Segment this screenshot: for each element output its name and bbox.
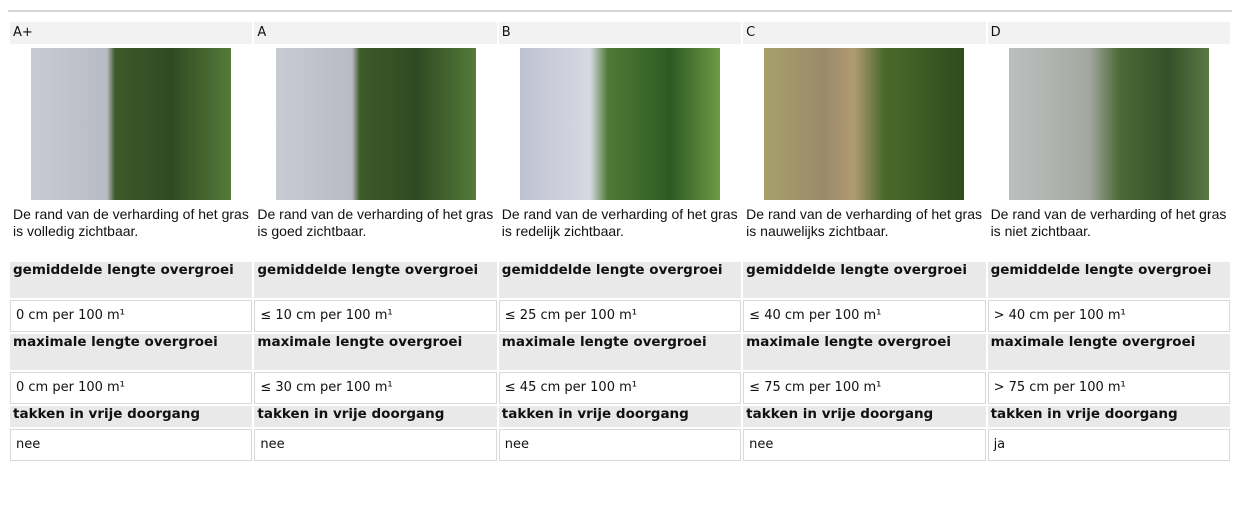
criterion-value: nee <box>10 429 252 461</box>
criterion-value: nee <box>743 429 985 461</box>
criterion-label: takken in vrije doorgang <box>499 406 741 427</box>
photo <box>520 48 720 200</box>
criterion-value: > 40 cm per 100 m¹ <box>988 300 1230 332</box>
table-row: 0 cm per 100 m¹≤ 10 cm per 100 m¹≤ 25 cm… <box>10 300 1230 332</box>
photo-cell <box>10 46 252 204</box>
criterion-value: nee <box>499 429 741 461</box>
criterion-value: > 75 cm per 100 m¹ <box>988 372 1230 404</box>
criterion-label: gemiddelde lengte overgroei <box>499 262 741 298</box>
criterion-value: ≤ 75 cm per 100 m¹ <box>743 372 985 404</box>
criterion-label: maximale lengte overgroei <box>988 334 1230 370</box>
criterion-value: ≤ 40 cm per 100 m¹ <box>743 300 985 332</box>
criterion-label: takken in vrije doorgang <box>743 406 985 427</box>
photo <box>31 48 231 200</box>
criterion-label: takken in vrije doorgang <box>254 406 496 427</box>
description: De rand van de verharding of het gras is… <box>254 206 496 260</box>
grade-header: B <box>499 22 741 44</box>
criterion-label: takken in vrije doorgang <box>988 406 1230 427</box>
criterion-label: maximale lengte overgroei <box>499 334 741 370</box>
grade-header: C <box>743 22 985 44</box>
description: De rand van de verharding of het gras is… <box>10 206 252 260</box>
photo-cell <box>254 46 496 204</box>
criterion-value: ≤ 45 cm per 100 m¹ <box>499 372 741 404</box>
criterion-label: maximale lengte overgroei <box>743 334 985 370</box>
criterion-label: maximale lengte overgroei <box>10 334 252 370</box>
grade-header: D <box>988 22 1230 44</box>
table-row <box>10 46 1230 204</box>
photo-cell <box>499 46 741 204</box>
criterion-value: 0 cm per 100 m¹ <box>10 372 252 404</box>
grade-header: A <box>254 22 496 44</box>
criterion-value: ≤ 10 cm per 100 m¹ <box>254 300 496 332</box>
photo <box>276 48 476 200</box>
photo <box>764 48 964 200</box>
photo <box>1009 48 1209 200</box>
criterion-label: maximale lengte overgroei <box>254 334 496 370</box>
photo-cell <box>988 46 1230 204</box>
table-row: 0 cm per 100 m¹≤ 30 cm per 100 m¹≤ 45 cm… <box>10 372 1230 404</box>
criterion-value: ja <box>988 429 1230 461</box>
table-row: De rand van de verharding of het gras is… <box>10 206 1230 260</box>
criterion-value: ≤ 30 cm per 100 m¹ <box>254 372 496 404</box>
criterion-label: gemiddelde lengte overgroei <box>10 262 252 298</box>
page: {"table": { "grades": ["A+", "A", "B", "… <box>0 0 1234 510</box>
description: De rand van de verharding of het gras is… <box>988 206 1230 260</box>
criterion-value: ≤ 25 cm per 100 m¹ <box>499 300 741 332</box>
criterion-label: gemiddelde lengte overgroei <box>254 262 496 298</box>
photo-cell <box>743 46 985 204</box>
description: De rand van de verharding of het gras is… <box>499 206 741 260</box>
description: De rand van de verharding of het gras is… <box>743 206 985 260</box>
criterion-value: nee <box>254 429 496 461</box>
criterion-label: takken in vrije doorgang <box>10 406 252 427</box>
criterion-label: gemiddelde lengte overgroei <box>988 262 1230 298</box>
criterion-label: gemiddelde lengte overgroei <box>743 262 985 298</box>
grade-header: A+ <box>10 22 252 44</box>
criterion-value: 0 cm per 100 m¹ <box>10 300 252 332</box>
